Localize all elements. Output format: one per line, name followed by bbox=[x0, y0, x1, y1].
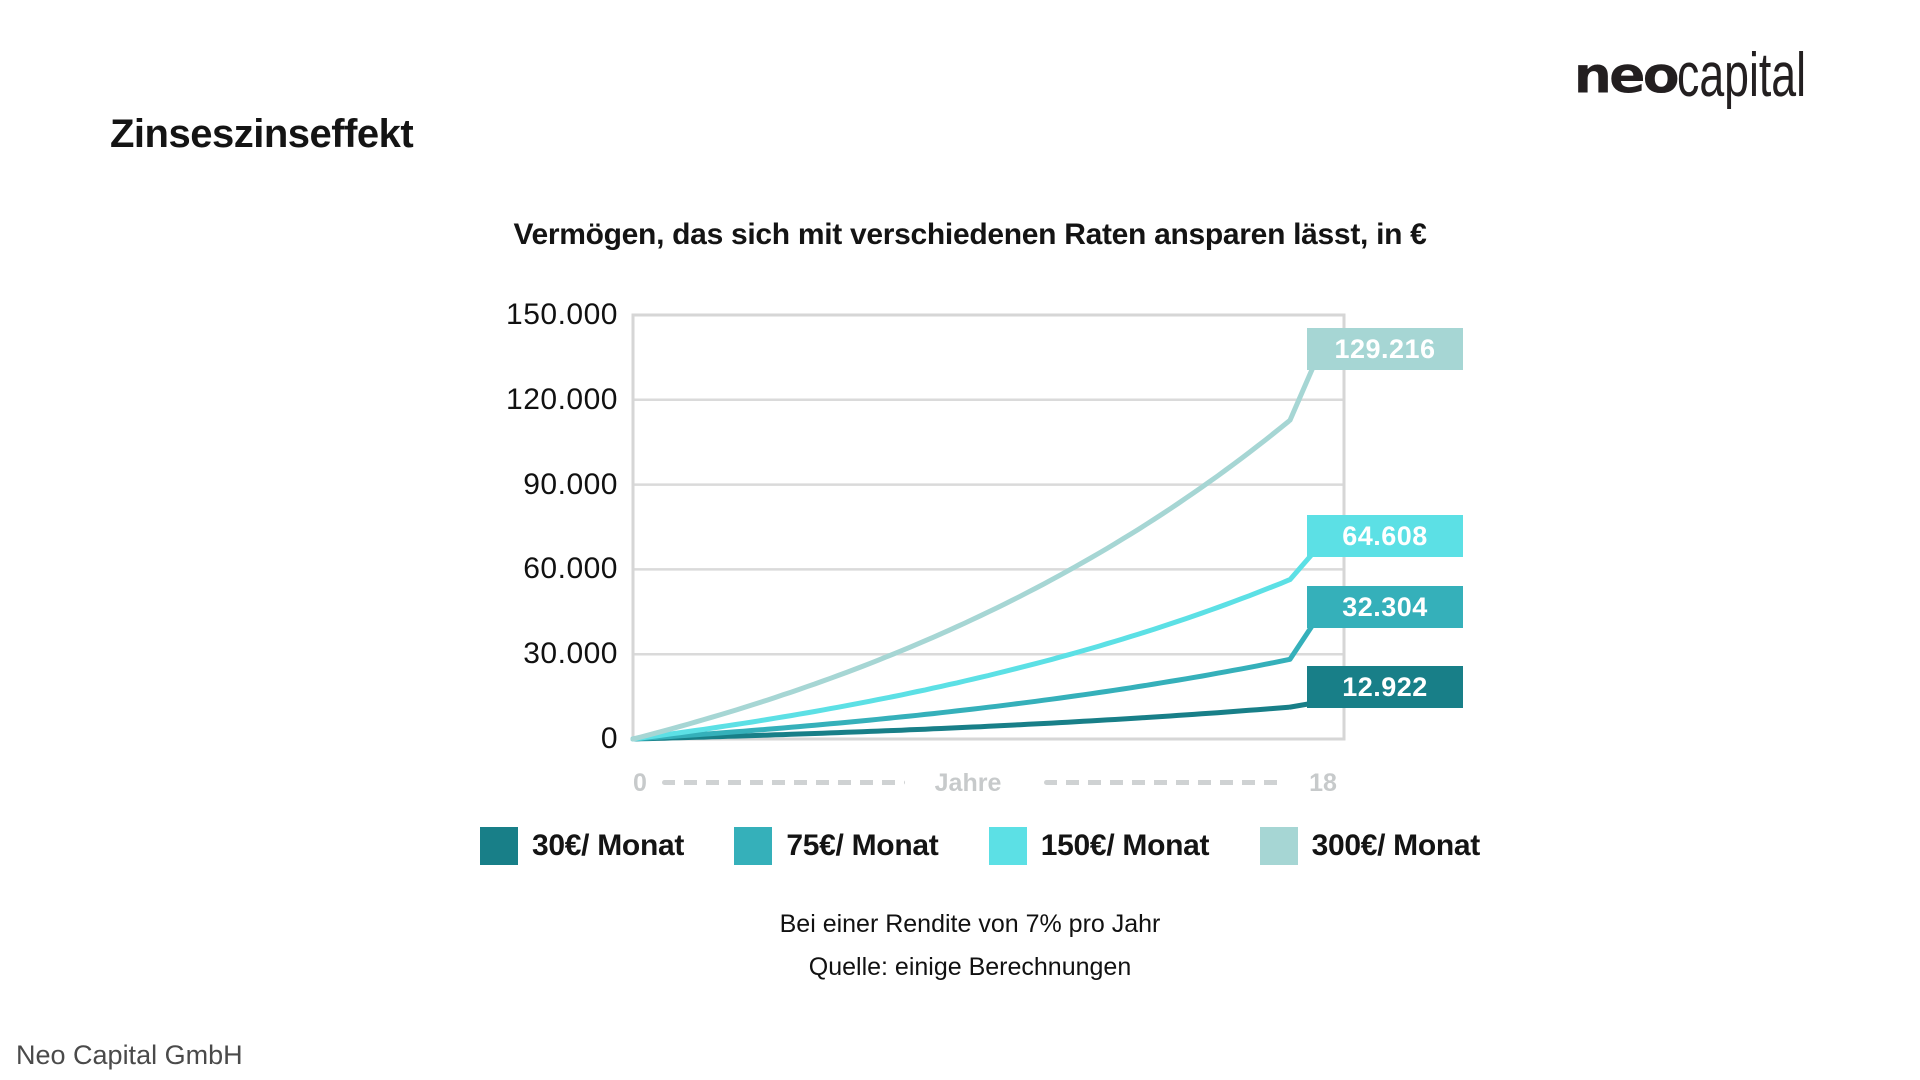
legend-label: 30€/ Monat bbox=[532, 829, 685, 862]
x-tick-start: 0 bbox=[633, 769, 647, 797]
x-axis-dash-left bbox=[662, 780, 905, 785]
chart-title: Vermögen, das sich mit verschiedenen Rat… bbox=[513, 218, 1427, 251]
legend-item-75: 75€/ Monat bbox=[734, 827, 939, 865]
legend-item-300: 300€/ Monat bbox=[1259, 827, 1481, 865]
x-tick-end: 18 bbox=[1309, 769, 1337, 797]
legend-label: 150€/ Monat bbox=[1040, 829, 1210, 862]
y-tick-label: 30.000 bbox=[523, 637, 618, 670]
x-axis-dash-right bbox=[1044, 780, 1284, 785]
page-title: Zinseszinseffekt bbox=[110, 112, 414, 156]
logo-capital-wordmark: capital bbox=[1676, 41, 1806, 110]
series-curve-30 bbox=[630, 704, 1292, 742]
y-tick-label: 90.000 bbox=[523, 468, 618, 501]
y-tick-label: 0 bbox=[600, 722, 618, 755]
legend: 30€/ Monat 75€/ Monat 150€/ Monat 300€/ Mon… bbox=[480, 827, 1480, 865]
y-tick-label: 60.000 bbox=[523, 552, 618, 585]
legend-label: 300€/ Monat bbox=[1311, 829, 1481, 862]
y-tick-label: 120.000 bbox=[506, 383, 618, 416]
series-curve-300 bbox=[630, 418, 1292, 742]
legend-item-150: 150€/ Monat bbox=[988, 827, 1210, 865]
legend-label: 75€/ Monat bbox=[786, 829, 939, 862]
legend-item-30: 30€/ Monat bbox=[480, 827, 684, 865]
legend-swatch bbox=[734, 827, 773, 865]
data-label-75: 32.304 bbox=[1307, 586, 1463, 628]
series-curve-150 bbox=[630, 577, 1292, 742]
logo-neo-wordmark: neo bbox=[1573, 46, 1680, 105]
data-label-150: 64.608 bbox=[1307, 515, 1463, 557]
footer-company: Neo Capital GmbH bbox=[16, 1040, 243, 1070]
data-label-300: 129.216 bbox=[1307, 328, 1463, 370]
note-rendite: Bei einer Rendite von 7% pro Jahr bbox=[779, 910, 1161, 938]
brand-logo: neo capital bbox=[1574, 40, 1856, 111]
series-curve-75 bbox=[630, 657, 1292, 742]
note-quelle: Quelle: einige Berechnungen bbox=[808, 953, 1132, 981]
legend-swatch bbox=[480, 827, 518, 865]
legend-swatch bbox=[1259, 827, 1298, 865]
legend-swatch bbox=[988, 827, 1027, 865]
label-leader-line bbox=[1287, 620, 1317, 662]
y-tick-label: 150.000 bbox=[506, 298, 618, 331]
x-axis-label: Jahre bbox=[934, 769, 1002, 797]
label-leader-line bbox=[1287, 362, 1317, 423]
data-label-30: 12.922 bbox=[1307, 666, 1463, 708]
